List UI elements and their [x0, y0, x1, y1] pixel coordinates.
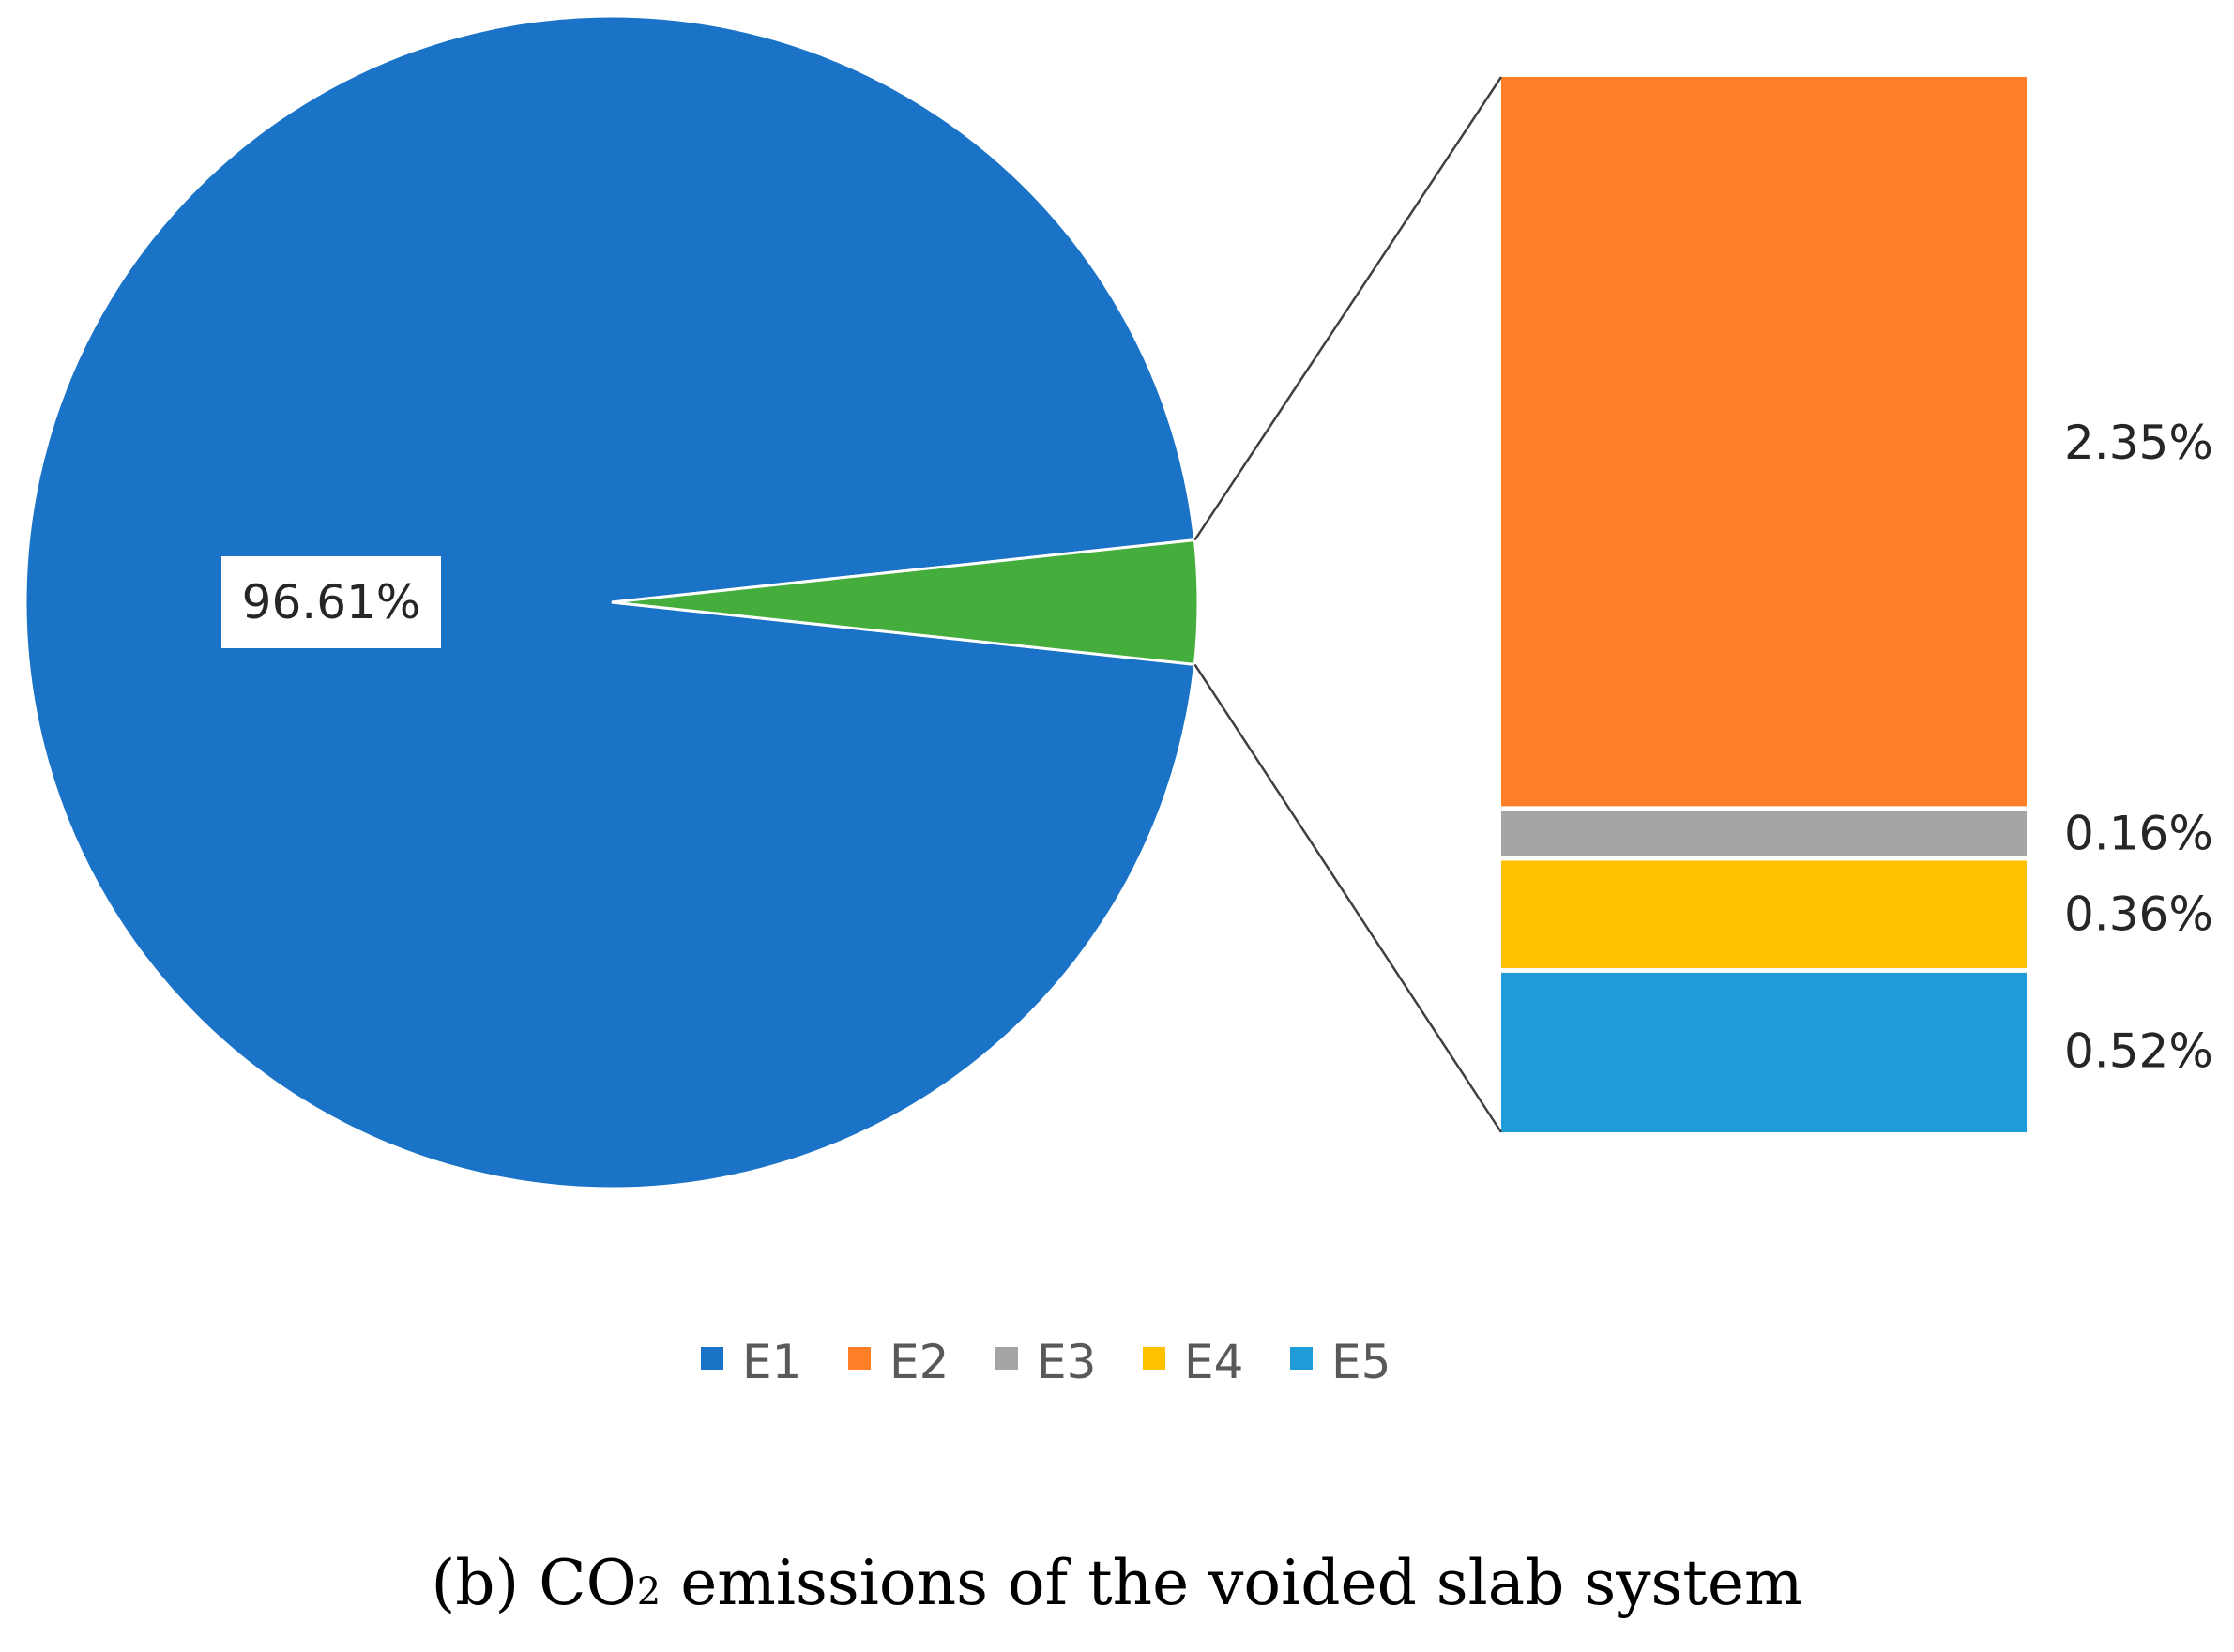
legend-swatch-e3	[995, 1347, 1018, 1370]
pie-slice-other	[611, 538, 1200, 667]
legend-label-e1: E1	[742, 1335, 801, 1389]
bar-label-e5: 0.52%	[2064, 1024, 2213, 1079]
legend-label-e2: E2	[889, 1335, 949, 1389]
bar-segment-e5	[1501, 972, 2027, 1132]
legend-swatch-e1	[701, 1347, 723, 1370]
legend-label-e5: E5	[1331, 1335, 1391, 1389]
bar-label-e4: 0.36%	[2064, 887, 2213, 942]
connector-line-top	[1193, 76, 1503, 541]
pie-label-e1: 96.61%	[242, 575, 421, 629]
caption-subscript: 2	[636, 1570, 661, 1614]
bar-label-e3: 0.16%	[2064, 806, 2213, 860]
caption-suffix: emissions of the voided slab system	[661, 1547, 1803, 1619]
legend-swatch-e2	[848, 1347, 871, 1370]
pie-label-box-e1	[221, 556, 441, 648]
bar-label-e2: 2.35%	[2064, 416, 2213, 470]
legend-label-e4: E4	[1184, 1335, 1243, 1389]
legend-label-e3: E3	[1037, 1335, 1096, 1389]
pie-slice-e1	[23, 14, 1197, 1190]
legend-swatch-e4	[1143, 1347, 1165, 1370]
chart-caption: (b) CO2 emissions of the voided slab sys…	[0, 1553, 2234, 1614]
bar-segment-e4	[1501, 860, 2027, 968]
bar-segment-e3	[1501, 811, 2027, 856]
caption-prefix: (b) CO	[431, 1547, 637, 1619]
legend-swatch-e5	[1290, 1347, 1313, 1370]
bar-segment-e2	[1501, 77, 2027, 807]
connector-line-bottom	[1193, 663, 1503, 1133]
